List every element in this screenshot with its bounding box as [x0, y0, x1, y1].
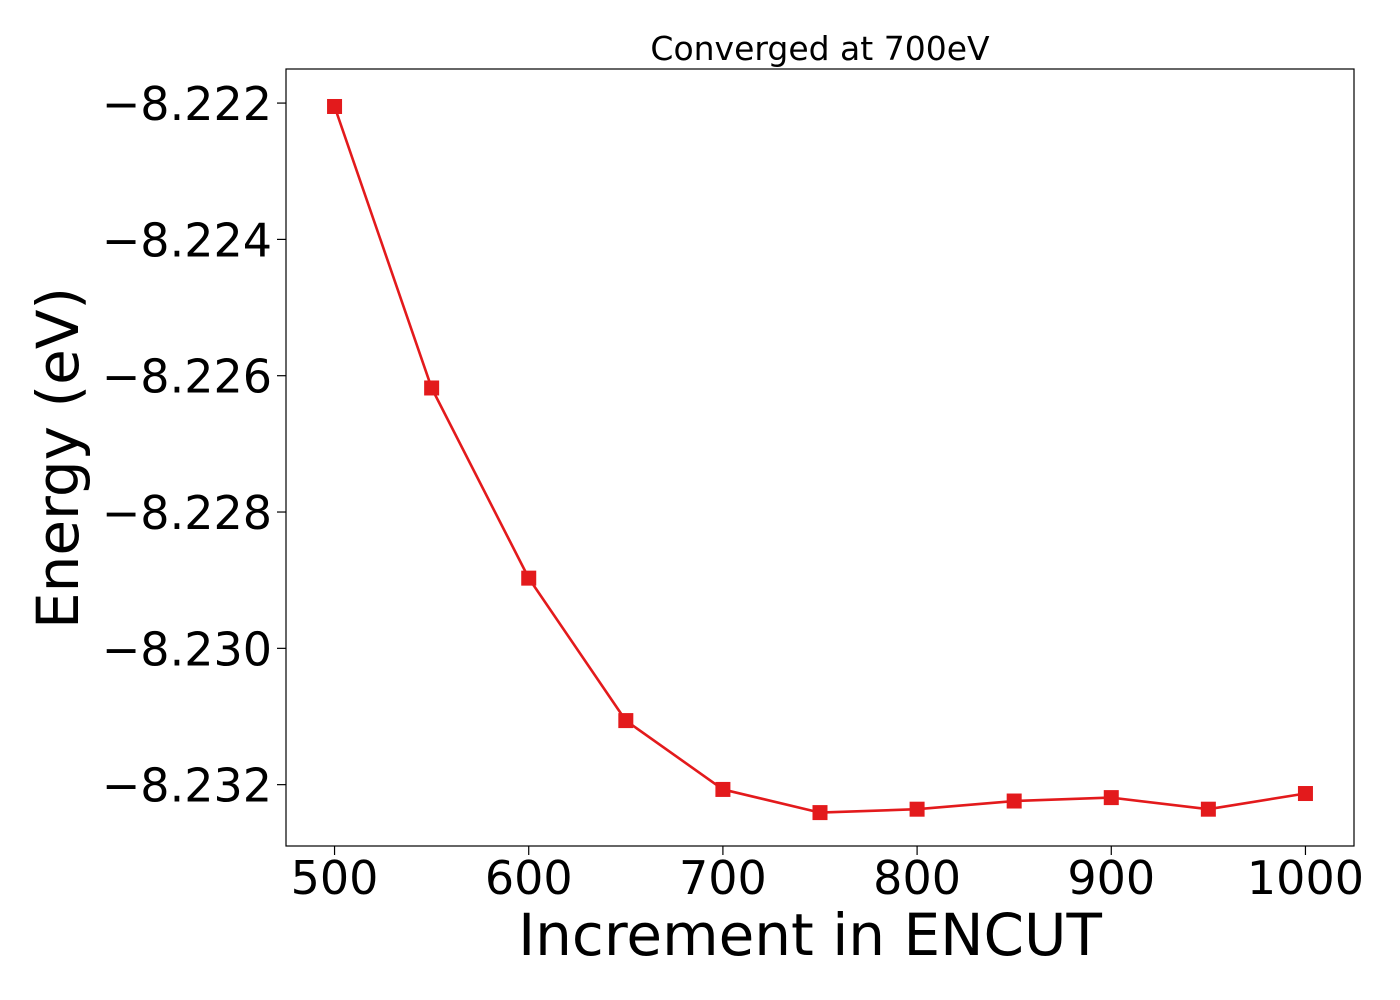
- y-tick-label: −8.226: [102, 350, 272, 404]
- chart-title: Converged at 700eV: [650, 29, 990, 68]
- data-point-marker: [618, 713, 634, 729]
- data-point-marker: [327, 98, 343, 114]
- x-tick-label: 900: [1067, 851, 1155, 905]
- x-axis-label: Increment in ENCUT: [518, 901, 1102, 969]
- data-point-marker: [1006, 793, 1022, 809]
- data-point-marker: [1103, 790, 1119, 806]
- y-tick-label: −8.228: [102, 486, 272, 540]
- x-tick-label: 500: [291, 851, 379, 905]
- data-point-marker: [521, 570, 537, 586]
- x-tick-label: 600: [485, 851, 573, 905]
- x-axis-ticks: 500 600 700 800 900 1000: [291, 846, 1364, 905]
- x-tick-label: 700: [679, 851, 767, 905]
- data-point-marker: [812, 805, 828, 821]
- plot-frame: [285, 68, 1355, 847]
- y-tick-label: −8.224: [102, 213, 272, 267]
- y-axis-ticks: −8.222 −8.224 −8.226 −8.228 −8.230 −8.232: [102, 77, 286, 813]
- y-tick-label: −8.232: [102, 759, 272, 813]
- data-point-marker: [909, 801, 925, 817]
- x-tick-label: 1000: [1247, 851, 1364, 905]
- y-tick-label: −8.230: [102, 622, 272, 676]
- data-point-marker: [424, 380, 440, 396]
- data-point-marker: [715, 781, 731, 797]
- data-point-marker: [1297, 786, 1313, 802]
- y-axis-label: Energy (eV): [24, 287, 92, 629]
- x-tick-label: 800: [873, 851, 961, 905]
- data-point-marker: [1200, 801, 1216, 817]
- series-layer: [327, 98, 1313, 821]
- y-tick-label: −8.222: [102, 77, 272, 131]
